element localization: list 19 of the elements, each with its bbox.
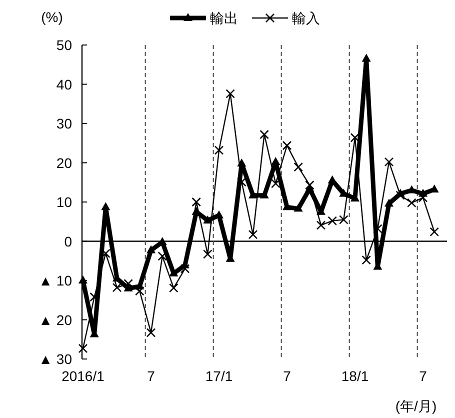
x-tick-label: 7 (283, 368, 292, 384)
xlabel: (年/月) (395, 398, 437, 414)
y-tick-label: ▲ 20 (38, 312, 72, 328)
x-tick-label: 7 (147, 368, 156, 384)
y-tick-label: 10 (56, 194, 72, 210)
x-tick-label: 17/1 (205, 368, 233, 384)
y-tick-label: 20 (56, 154, 72, 171)
legend-label: 輸出 (210, 10, 238, 26)
x-tick-label: 18/1 (341, 368, 369, 384)
x-tick-label: 7 (419, 368, 428, 384)
y-tick-label: 40 (56, 76, 72, 92)
y-tick-label: ▲ 30 (38, 351, 72, 367)
y-tick-label: ▲ 10 (38, 272, 72, 288)
legend-label: 輸入 (292, 10, 320, 26)
y-tick-label: 30 (56, 116, 72, 132)
ylabel: (%) (41, 9, 63, 25)
y-tick-label: 50 (56, 37, 72, 53)
x-tick-label: 2016/1 (62, 368, 105, 384)
y-tick-label: 0 (64, 233, 72, 250)
